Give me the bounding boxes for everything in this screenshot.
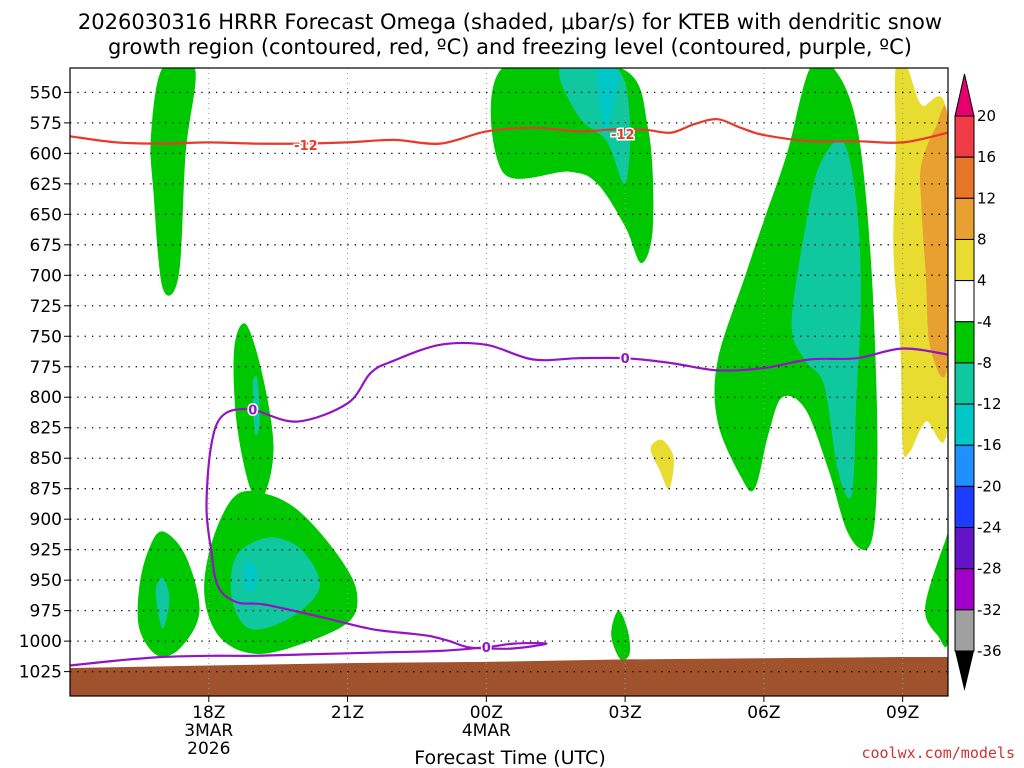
- shade-green-right-edge: [925, 534, 948, 648]
- colorbar-bin--12--8: [954, 362, 975, 405]
- colorbar-label--4: -4: [977, 313, 992, 331]
- y-tick-label-600: 600: [30, 144, 62, 164]
- colorbar-label--36: -36: [977, 642, 1002, 660]
- shade-yellow-spot-03z: [650, 439, 674, 489]
- colorbar-bin--20--16: [954, 444, 975, 487]
- y-tick-label-875: 875: [30, 480, 62, 500]
- colorbar-label-20: 20: [977, 107, 996, 125]
- x-tick-label-4MAR: 4MAR: [462, 721, 511, 741]
- colorbar-bin--24--20: [954, 485, 975, 529]
- plot-area: -12 -12 0 0 0: [69, 67, 949, 697]
- shade-cyan-upper-0z: [596, 68, 619, 131]
- colorbar-bin--16--12: [954, 403, 975, 446]
- y-tick-label-1025: 1025: [19, 663, 62, 683]
- colorbar-bin--28--24: [954, 527, 975, 570]
- colorbar-label--20: -20: [977, 477, 1002, 495]
- x-tick-label-06Z: 06Z: [747, 703, 780, 723]
- y-tick-label-650: 650: [30, 205, 62, 225]
- y-tick-label-1000: 1000: [19, 632, 62, 652]
- y-tick-label-775: 775: [30, 358, 62, 378]
- y-tick-label-900: 900: [30, 510, 62, 530]
- x-tick-label-03Z: 03Z: [608, 703, 641, 723]
- shade-teal-low-main: [230, 537, 320, 630]
- colorbar-bin-12-16: [954, 156, 975, 199]
- shade-teal-low-left: [155, 577, 170, 629]
- y-tick-label-800: 800: [30, 388, 62, 408]
- colorbar-label--24: -24: [977, 519, 1002, 537]
- y-axis: 550 575 600 625 650 675 700 725 750 775 800 825 850 8…: [19, 83, 70, 683]
- colorbar-label-4: 4: [977, 272, 987, 290]
- colorbar-bin-4-8: [954, 238, 975, 282]
- grid-layer: [70, 68, 948, 696]
- contour-label-freezing-level-0-0: 0: [248, 403, 257, 418]
- colorbar-bin--8--4: [954, 321, 975, 364]
- y-tick-label-575: 575: [30, 114, 62, 134]
- y-tick-label-750: 750: [30, 327, 62, 347]
- colorbar-label--28: -28: [977, 560, 1002, 578]
- chart-title-line1: 2026030316 HRRR Forecast Omega (shaded, …: [78, 10, 942, 34]
- y-tick-label-950: 950: [30, 571, 62, 591]
- y-tick-label-625: 625: [30, 175, 62, 195]
- shade-green-plume-18z-upper: [150, 68, 196, 296]
- x-tick-label-3MAR: 3MAR: [184, 721, 233, 741]
- y-tick-label-925: 925: [30, 541, 62, 561]
- contour-label-dendritic-minus12-0: -12: [294, 139, 318, 154]
- y-tick-label-850: 850: [30, 449, 62, 469]
- colorbar: 20 16 12 8 4 -4 -8 -12 -16 -20 -24 -28 -32 -36: [954, 73, 1002, 691]
- ground-terrain: [70, 657, 948, 696]
- colorbar-bin-16-20: [954, 115, 975, 158]
- contour-layer: -12 -12 0 0 0: [70, 118, 948, 667]
- colorbar-label--32: -32: [977, 601, 1002, 619]
- colorbar-bottom-arrow: [955, 651, 974, 691]
- colorbar-top-arrow: [954, 73, 975, 117]
- shade-teal-06z: [791, 139, 861, 499]
- contour-label-freezing-level-0-2: 0: [482, 641, 491, 656]
- colorbar-bin--4-4: [954, 280, 975, 323]
- omega-shading-layer: [137, 68, 948, 661]
- contour-label-dendritic-minus12-1: -12: [611, 128, 635, 143]
- y-tick-label-675: 675: [30, 236, 62, 256]
- colorbar-label-16: 16: [977, 148, 996, 166]
- colorbar-bin--36--32: [954, 609, 975, 652]
- contour-label-freezing-level-0-1: 0: [621, 352, 630, 367]
- y-tick-label-975: 975: [30, 602, 62, 622]
- y-tick-label-725: 725: [30, 297, 62, 317]
- colorbar-label--12: -12: [977, 395, 1002, 413]
- credit-text: coolwx.com/models: [861, 744, 1015, 762]
- colorbar-bin--32--28: [954, 568, 975, 611]
- x-tick-label-00Z: 00Z: [470, 703, 503, 723]
- x-tick-label-09Z: 09Z: [886, 703, 919, 723]
- colorbar-label--16: -16: [977, 436, 1002, 454]
- colorbar-bin-8-12: [954, 197, 975, 240]
- y-tick-label-550: 550: [30, 83, 62, 103]
- y-tick-label-700: 700: [30, 266, 62, 286]
- ground-layer: [70, 657, 948, 696]
- x-axis-label: Forecast Time (UTC): [414, 747, 605, 768]
- colorbar-label--8: -8: [977, 354, 992, 372]
- shade-cyan-low-spot: [243, 561, 258, 593]
- plot-border: [69, 67, 949, 697]
- colorbar-label-12: 12: [977, 189, 996, 207]
- x-tick-label-2026: 2026: [187, 739, 230, 759]
- x-tick-label-21Z: 21Z: [331, 703, 364, 723]
- shade-teal-sliver-19z: [252, 375, 260, 436]
- colorbar-label-8: 8: [977, 230, 987, 248]
- x-tick-label-18Z: 18Z: [192, 703, 225, 723]
- chart-title-line2: growth region (contoured, red, ºC) and f…: [108, 35, 912, 59]
- shade-orange-right: [919, 105, 948, 378]
- contour-dendritic-minus12: [70, 118, 948, 145]
- y-tick-label-825: 825: [30, 419, 62, 439]
- contour-freezing-level-0: [70, 341, 948, 667]
